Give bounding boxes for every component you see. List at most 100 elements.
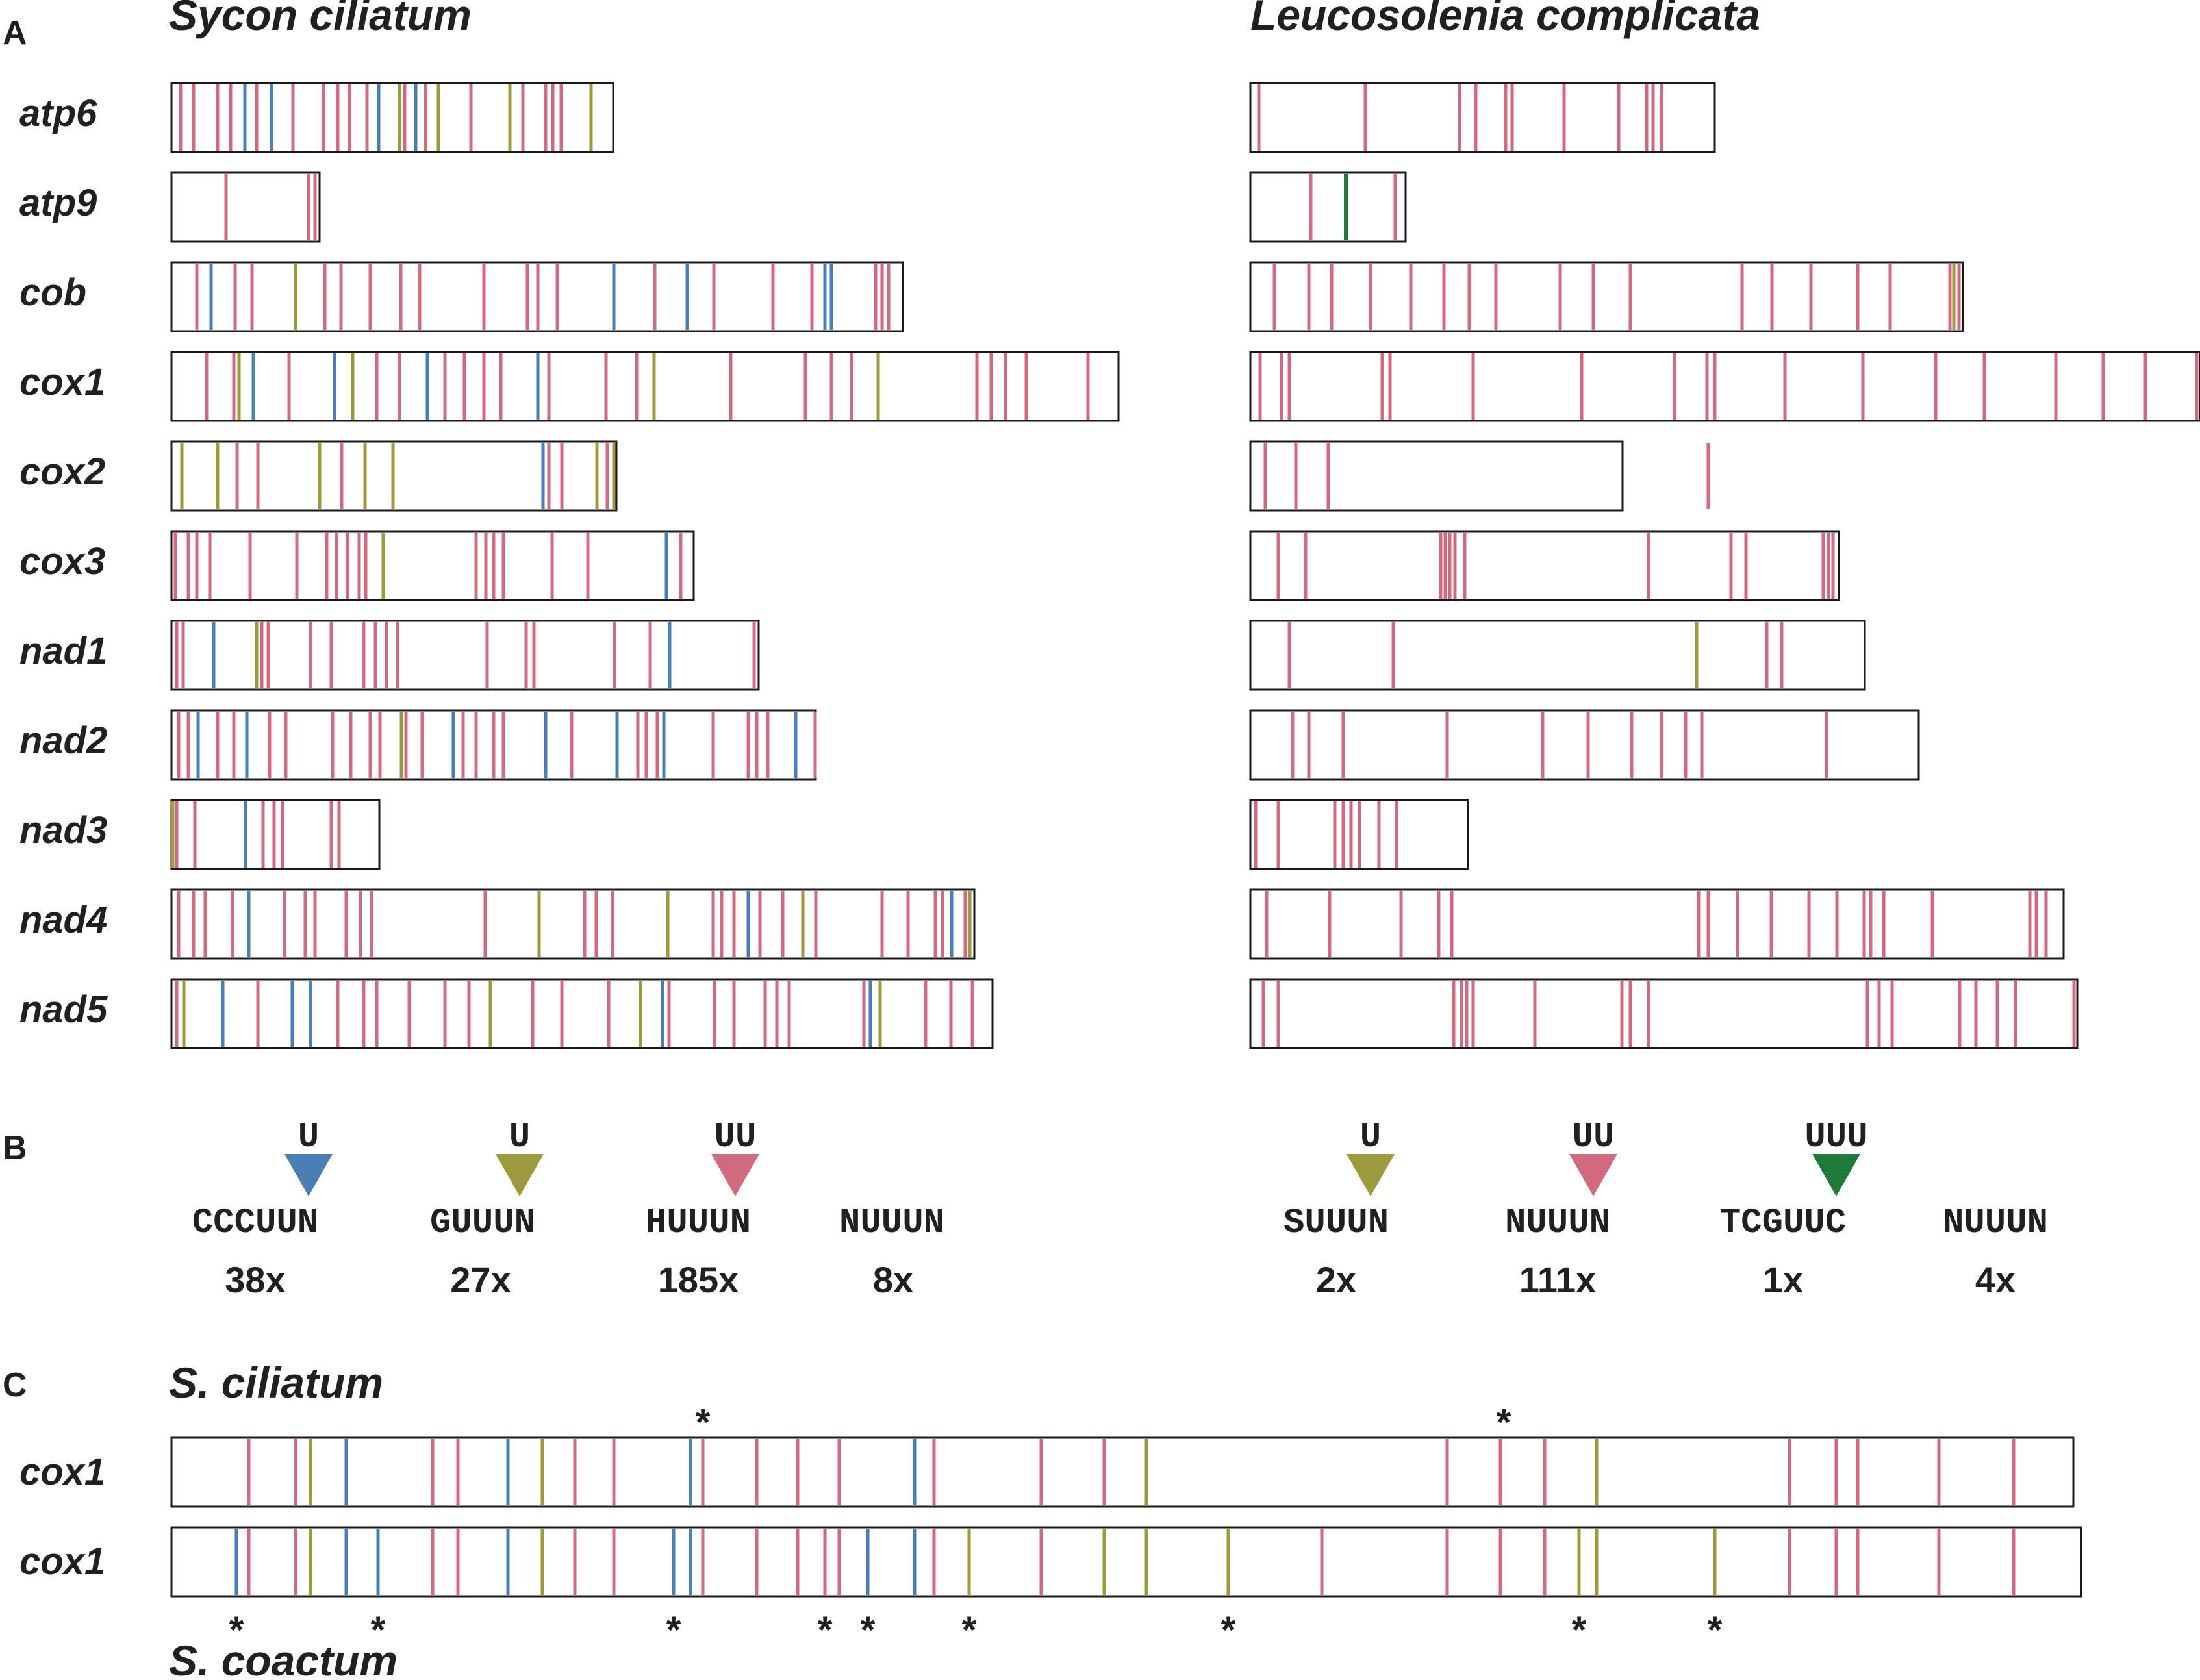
track-sycon-atp9 — [170, 171, 321, 243]
legend-insert-right-1: U — [1360, 1118, 1381, 1157]
star-bottom-1: * — [229, 1609, 244, 1651]
track-leucosolenia-cob — [1249, 261, 1964, 332]
gene-label-nad5: nad5 — [19, 988, 108, 1031]
track-leucosolenia-nad2 — [1249, 709, 1920, 781]
gene-label-c-cox1-bottom: cox1 — [19, 1540, 105, 1583]
panel-c-label: C — [3, 1366, 27, 1404]
legend-motif-right-2: NUUUN — [1505, 1203, 1610, 1243]
legend-motif-right-4: NUUUN — [1943, 1203, 2048, 1243]
legend-insert-left-3: UU — [714, 1118, 757, 1157]
star-bottom-4: * — [818, 1609, 833, 1651]
track-sycon-cox2 — [170, 440, 618, 512]
star-bottom-9: * — [1708, 1609, 1723, 1651]
gene-label-cox3: cox3 — [19, 540, 105, 583]
legend-motif-right-1: SUUUN — [1283, 1203, 1389, 1243]
gene-label-c-cox1-top: cox1 — [19, 1451, 105, 1493]
track-sycon-nad1 — [170, 620, 760, 691]
track-leucosolenia-atp6 — [1249, 82, 1716, 153]
track-c-ciliatum-cox1 — [170, 1436, 2075, 1508]
gene-box — [1249, 709, 1920, 781]
track-leucosolenia-nad5 — [1249, 978, 2079, 1049]
legend-triangle-pink — [711, 1154, 759, 1196]
gene-label-cox2: cox2 — [19, 451, 105, 493]
legend-count-right-3: 1x — [1763, 1259, 1803, 1300]
legend-motif-left-3: HUUUN — [646, 1203, 751, 1243]
star-bottom-6: * — [962, 1609, 977, 1651]
legend-insert-right-2: UU — [1573, 1118, 1615, 1157]
legend-triangle-olive-right — [1347, 1154, 1395, 1196]
legend-count-left-1: 38x — [225, 1259, 285, 1300]
legend-count-right-2: 111x — [1519, 1259, 1596, 1300]
legend-count-left-3: 185x — [658, 1259, 739, 1300]
track-sycon-cob — [170, 261, 904, 332]
gene-box — [170, 171, 321, 243]
gene-box — [1249, 82, 1716, 153]
gene-label-nad1: nad1 — [19, 630, 107, 672]
gene-tracks — [170, 82, 2200, 1598]
star-bottom-2: * — [371, 1609, 386, 1651]
track-sycon-nad5 — [170, 978, 994, 1049]
legend-triangle-pink-right — [1569, 1154, 1617, 1196]
gene-box — [1249, 620, 1866, 691]
editing-legend: U CCCUUN 38x U GUUUN 27x UU HUUUN 185x N… — [192, 1118, 2048, 1300]
track-sycon-cox3 — [170, 530, 695, 601]
legend-triangle-green — [1812, 1154, 1860, 1196]
legend-insert-left-1: U — [298, 1118, 319, 1157]
track-leucosolenia-nad1 — [1249, 620, 1866, 691]
legend-count-right-4: 4x — [1975, 1259, 2016, 1300]
gene-label-cob: cob — [19, 271, 86, 314]
gene-box — [1249, 978, 2079, 1049]
star-bottom-3: * — [666, 1609, 681, 1651]
species-right-title: Leucosolenia complicata — [1250, 0, 1760, 39]
legend-motif-left-2: GUUUN — [430, 1203, 535, 1243]
gene-box — [1249, 351, 2200, 422]
legend-count-left-4: 8x — [873, 1259, 913, 1300]
track-sycon-cox1 — [170, 351, 1120, 422]
gene-box — [170, 1436, 2075, 1508]
panel-b-label: B — [3, 1129, 27, 1167]
track-sycon-nad3 — [170, 799, 381, 870]
track-sycon-atp6 — [170, 82, 614, 153]
gene-box — [170, 978, 994, 1049]
gene-box — [1249, 440, 1624, 512]
gene-label-cox1: cox1 — [19, 361, 105, 403]
legend-triangle-blue — [284, 1154, 333, 1196]
track-c-coactum-cox1 — [170, 1526, 2082, 1598]
species-c-top-title: S. ciliatum — [169, 1359, 383, 1407]
legend-count-right-1: 2x — [1316, 1259, 1356, 1300]
track-leucosolenia-cox1 — [1249, 351, 2200, 422]
track-leucosolenia-cox3 — [1249, 530, 1840, 601]
species-left-title: Sycon ciliatum — [169, 0, 472, 39]
legend-insert-right-3: UUU — [1804, 1118, 1867, 1157]
gene-box — [170, 1526, 2082, 1598]
legend-insert-left-2: U — [509, 1118, 530, 1157]
legend-triangle-olive — [496, 1154, 544, 1196]
track-leucosolenia-nad4 — [1249, 888, 2065, 960]
track-leucosolenia-cox2 — [1249, 440, 1710, 512]
gene-box — [170, 888, 976, 960]
species-c-bottom-title: S. coactum — [169, 1636, 398, 1680]
legend-motif-right-3: TCGUUC — [1720, 1203, 1846, 1243]
star-bottom-7: * — [1221, 1609, 1236, 1651]
gene-box — [1249, 171, 1407, 243]
panel-a-label: A — [3, 14, 27, 52]
gene-label-atp9: atp9 — [19, 182, 97, 224]
track-leucosolenia-atp9 — [1249, 171, 1407, 243]
track-leucosolenia-nad3 — [1249, 799, 1469, 870]
star-top-1: * — [696, 1401, 711, 1444]
gene-box — [170, 351, 1120, 422]
gene-label-nad3: nad3 — [19, 809, 107, 851]
legend-motif-left-4: NUUUN — [839, 1203, 944, 1243]
difference-markers: * * * * * * * * * * * — [229, 1401, 1723, 1651]
legend-count-left-2: 27x — [450, 1259, 511, 1300]
star-top-2: * — [1497, 1401, 1511, 1444]
track-sycon-nad4 — [170, 888, 976, 960]
track-sycon-nad2 — [170, 709, 817, 781]
gene-box — [170, 530, 695, 601]
star-bottom-8: * — [1572, 1609, 1587, 1651]
gene-label-atp6: atp6 — [19, 92, 97, 134]
gene-box — [1249, 888, 2065, 960]
gene-label-nad2: nad2 — [19, 720, 107, 762]
legend-motif-left-1: CCCUUN — [192, 1203, 318, 1243]
